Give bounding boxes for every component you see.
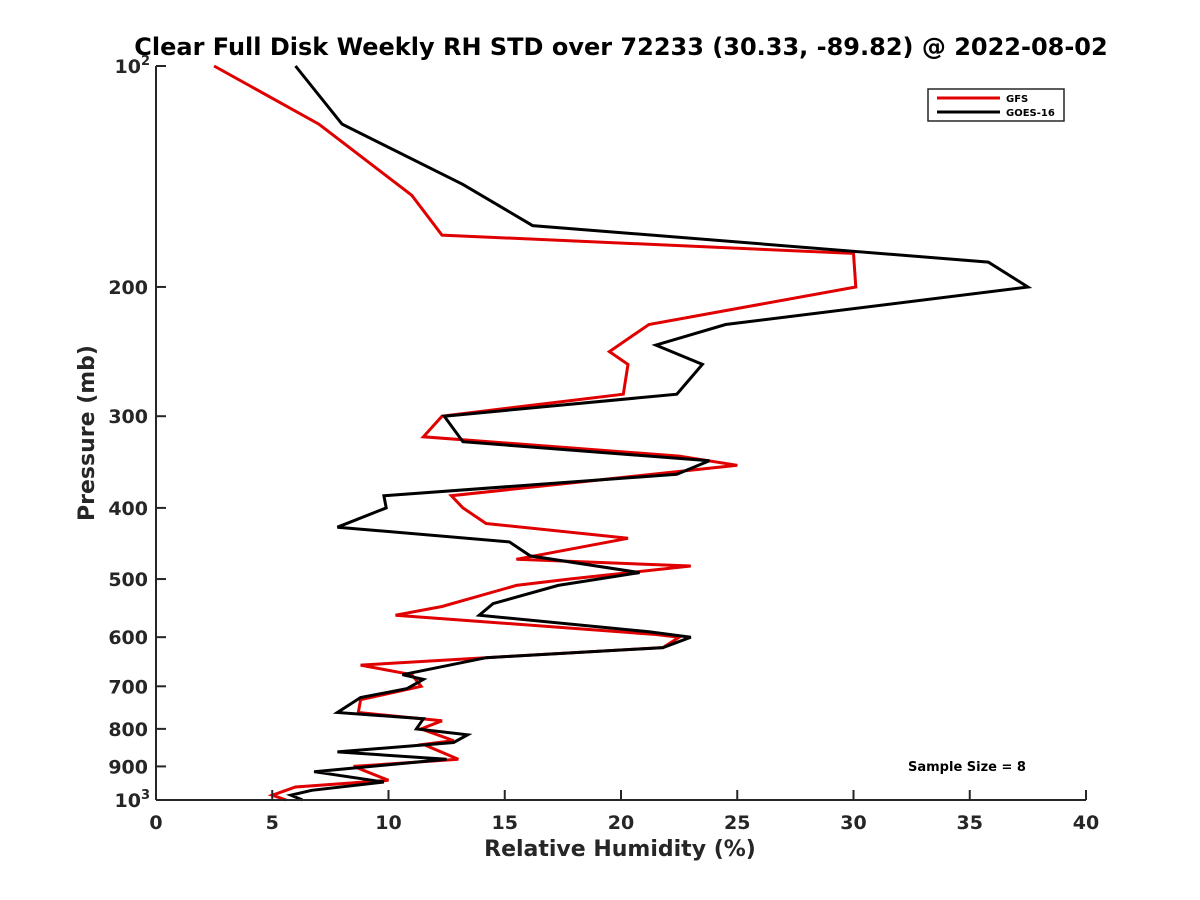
x-tick-label: 10: [375, 812, 401, 834]
y-axis-ticks: 102 200 300 400 500 600 700 800 900 103: [108, 54, 166, 812]
y-tick-label: 600: [108, 627, 148, 649]
y-tick-label: 400: [108, 498, 148, 520]
plot-area: [213, 64, 1033, 802]
x-tick-label: 20: [608, 812, 634, 834]
x-axis-ticks: 0 5 10 15 20 25 30 35 40: [149, 790, 1099, 834]
series-line-gfs: [213, 64, 858, 802]
y-tick-label: 800: [108, 719, 148, 741]
x-tick-label: 0: [149, 812, 162, 834]
legend-label: GFS: [1006, 94, 1028, 105]
x-tick-label: 35: [957, 812, 983, 834]
y-tick-label: 103: [115, 788, 151, 812]
y-tick-label: 102: [115, 54, 151, 78]
x-tick-label: 30: [840, 812, 866, 834]
y-tick-label: 200: [108, 277, 148, 299]
y-tick-label: 300: [108, 406, 148, 428]
x-tick-label: 25: [724, 812, 750, 834]
x-axis-label: Relative Humidity (%): [484, 837, 756, 862]
legend-box: [927, 88, 1065, 122]
x-tick-label: 15: [492, 812, 518, 834]
y-tick-label: 500: [108, 569, 148, 591]
sample-size-annotation: Sample Size = 8: [908, 760, 1026, 775]
chart-title: Clear Full Disk Weekly RH STD over 72233…: [134, 33, 1107, 61]
y-tick-label: 900: [108, 756, 148, 778]
legend: GFS GOES-16: [927, 88, 1065, 122]
y-tick-label: 700: [108, 676, 148, 698]
y-axis-label: Pressure (mb): [75, 345, 100, 521]
x-tick-label: 5: [266, 812, 279, 834]
series-line-goes-16: [286, 65, 1033, 802]
x-tick-label: 40: [1073, 812, 1099, 834]
legend-label: GOES-16: [1006, 108, 1055, 119]
